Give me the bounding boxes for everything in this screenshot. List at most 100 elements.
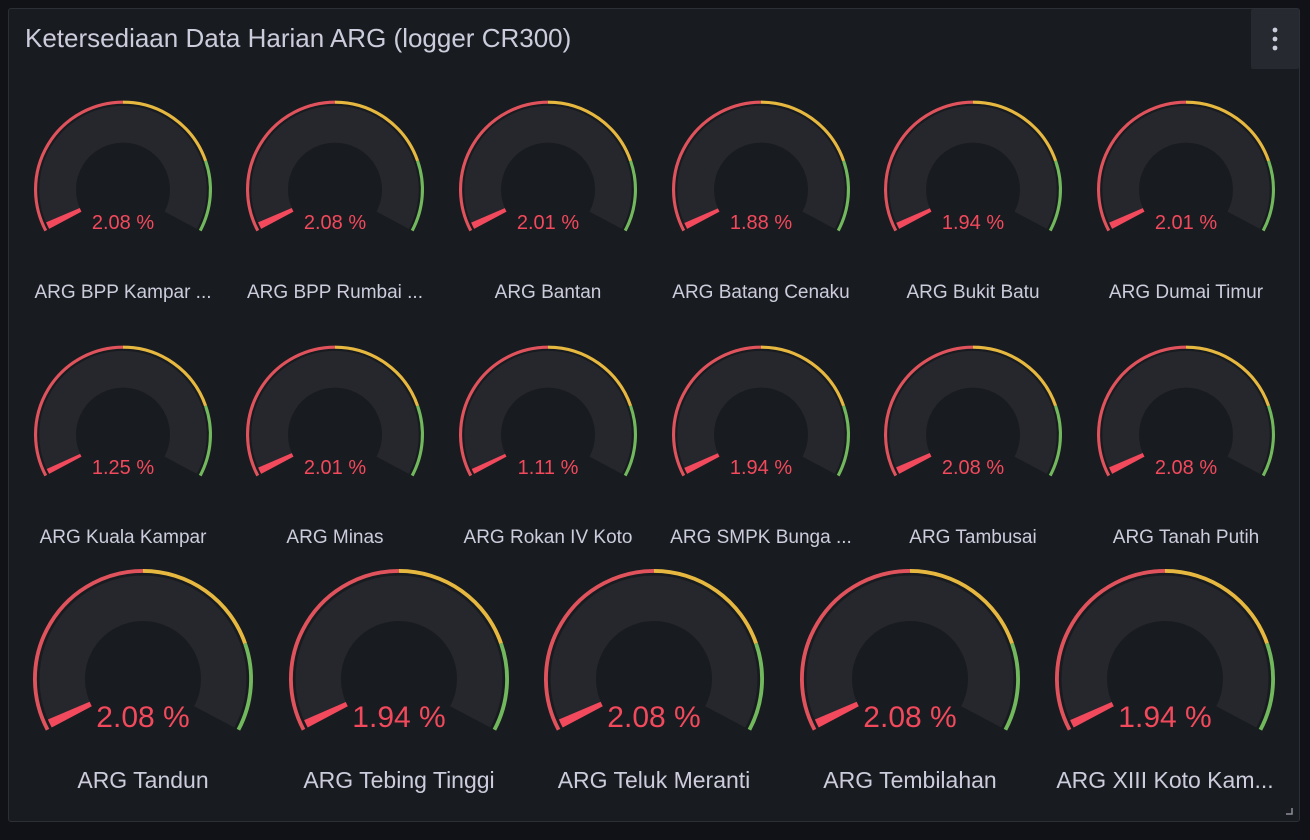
gauge-value-fill [896,452,932,474]
threshold-band-green [1048,160,1062,232]
threshold-band-yellow [972,100,1058,162]
resize-corner-icon[interactable] [1285,807,1293,815]
gauge-track [1061,575,1269,728]
threshold-band-yellow [1164,568,1269,645]
gauge: 2.08 % ARG Tambusai [884,345,1062,548]
gauge-label: ARG Teluk Meranti [558,767,751,793]
gauge-track [806,575,1014,728]
gauge-label: ARG Tebing Tinggi [303,767,494,793]
gauge-value: 2.08 % [607,701,700,734]
gauge-value-fill [558,701,603,728]
gauge-track [550,575,758,728]
threshold-band-yellow [334,345,420,407]
gauge-value-fill [684,453,720,474]
threshold-band-green [747,642,764,731]
gauge: 1.94 % ARG SMPK Bunga ... [670,345,852,548]
gauge-label: ARG Tambusai [909,527,1036,548]
gauge-track [1102,105,1270,229]
gauge: 2.08 % ARG BPP Rumbai ... [246,100,424,303]
gauge-value: 1.88 % [730,212,792,234]
threshold-band-red [459,345,549,477]
gauge-label: ARG Bantan [495,282,602,303]
gauge: 2.01 % ARG Bantan [459,100,637,303]
threshold-band-yellow [334,100,420,162]
gauge-value: 1.94 % [352,701,445,734]
threshold-band-yellow [760,100,846,162]
gauge-track [251,105,419,229]
threshold-band-red [800,568,911,731]
gauge-track [677,105,845,229]
gauge-label: ARG Bukit Batu [906,282,1039,303]
gauge: 1.11 % ARG Rokan IV Koto [459,345,637,548]
threshold-band-red [246,345,336,477]
threshold-band-green [198,160,212,232]
threshold-band-green [623,160,637,232]
gauge-value-fill [46,207,82,229]
threshold-band-green [198,405,212,477]
gauge-value: 2.08 % [92,212,154,234]
gauge-value: 2.08 % [96,701,189,734]
threshold-band-yellow [547,345,633,407]
threshold-band-red [459,100,549,232]
threshold-band-red [246,100,336,232]
threshold-band-red [34,345,124,477]
threshold-band-red [33,568,144,731]
gauge-label: ARG Minas [286,527,383,548]
gauge-value: 1.94 % [730,457,792,479]
gauge-value: 2.01 % [304,457,366,479]
gauge: 1.94 % ARG Tebing Tinggi [289,568,509,793]
threshold-band-green [1258,642,1275,731]
gauge-label: ARG Dumai Timur [1109,282,1264,303]
gauge-label: ARG Tembilahan [823,767,996,793]
gauge: 2.01 % ARG Minas [246,345,424,548]
gauge-value-fill [258,207,294,229]
threshold-band-red [544,568,655,731]
threshold-band-green [1261,160,1275,232]
gauge-label: ARG XIII Koto Kam... [1056,767,1273,793]
gauge-track [464,350,632,474]
threshold-band-red [672,345,762,477]
gauge-value-fill [47,701,92,728]
gauge-label: ARG SMPK Bunga ... [670,527,852,548]
threshold-band-yellow [909,568,1014,645]
gauge-track [464,105,632,229]
gauge-value: 1.25 % [92,457,154,479]
gauge-track [1102,350,1270,474]
panel-menu-button[interactable] [1251,9,1299,69]
threshold-band-yellow [760,345,846,407]
gauge-track [39,350,207,474]
threshold-band-red [672,100,762,232]
gauge-label: ARG Tanah Putih [1113,527,1259,548]
threshold-band-yellow [653,568,758,645]
threshold-band-yellow [972,345,1058,407]
threshold-band-green [236,642,253,731]
gauge-value: 1.94 % [1118,701,1211,734]
threshold-band-yellow [1185,100,1271,162]
gauge-value: 2.01 % [1155,212,1217,234]
threshold-band-green [410,405,424,477]
gauge-track [251,350,419,474]
threshold-band-green [623,405,637,477]
gauge-track [39,575,247,728]
gauge: 2.08 % ARG BPP Kampar ... [34,100,212,303]
gauge-value: 2.08 % [304,212,366,234]
gauge-value-fill [1109,207,1145,229]
gauge-value-fill [304,701,348,728]
threshold-band-red [1055,568,1166,731]
gauge: 2.08 % ARG Teluk Meranti [544,568,764,793]
gauge-track [889,350,1057,474]
threshold-band-red [884,345,974,477]
gauge: 2.08 % ARG Tembilahan [800,568,1020,793]
threshold-band-green [492,642,509,731]
threshold-band-red [1097,345,1187,477]
threshold-band-green [1048,405,1062,477]
gauge-value-fill [1070,701,1114,728]
gauge-value-fill [471,207,507,229]
gauge-track [677,350,845,474]
gauge-value-fill [684,208,720,229]
threshold-band-red [1097,100,1187,232]
threshold-band-green [836,160,850,232]
threshold-band-yellow [1185,345,1271,407]
gauge-track [889,105,1057,229]
kebab-vertical-icon [1272,27,1278,51]
